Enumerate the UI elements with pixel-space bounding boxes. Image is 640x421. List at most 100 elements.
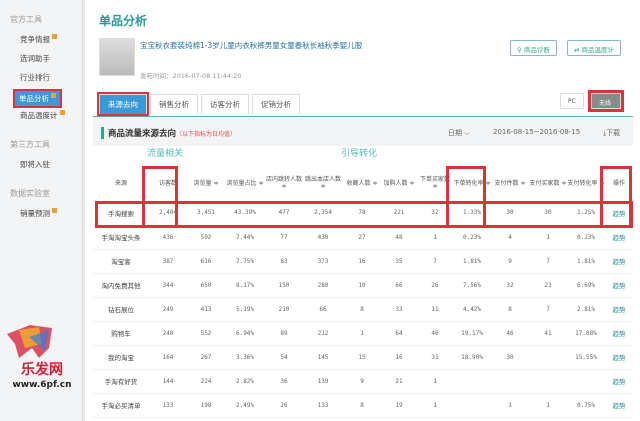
table-cell: 7.44%: [225, 225, 265, 250]
table-cell: 4: [491, 225, 529, 250]
table-cell: 26: [417, 273, 453, 298]
date-dropdown[interactable]: 日期 ⌵: [448, 129, 470, 137]
table-cell: 11: [417, 297, 453, 322]
table-row: 淘宝客 387 616 7.75% 83 373 16 35 7 1.81% 9 7 1.81% 趋势: [93, 249, 633, 274]
table-cell: 钻石展位: [93, 297, 149, 322]
table-cell: 7.75%: [225, 249, 265, 274]
sidebar-item[interactable]: 行业排行: [20, 72, 50, 83]
table-cell: 1: [417, 369, 453, 394]
table-cell: 650: [187, 273, 225, 298]
table-cell: 23: [529, 273, 567, 298]
column-header[interactable]: 跳出本店人数 ≑: [304, 176, 341, 190]
tab[interactable]: 访客分析: [201, 94, 249, 114]
product-thumbnail[interactable]: [99, 38, 135, 76]
table-cell: 0.23%: [567, 225, 605, 250]
sidebar-group: 数据实验室: [10, 189, 50, 198]
trend-link[interactable]: 趋势: [605, 369, 633, 394]
table-cell: 64: [381, 321, 417, 346]
table-cell: 344: [149, 273, 187, 298]
tab[interactable]: 来源去向: [97, 92, 149, 116]
new-badge-icon: [59, 110, 65, 115]
trend-link[interactable]: 趋势: [605, 273, 633, 298]
publish-time: 发布时间：2016-07-08 11:44:20: [140, 72, 242, 80]
table-cell: 5.19%: [225, 297, 265, 322]
trend-link[interactable]: 趋势: [605, 225, 633, 250]
table-row: 淘内免费其他 344 650 8.17% 150 280 10 66 26 7.56% 32 23 6.…: [93, 273, 633, 298]
main: 单品分析 宝宝秋衣套装纯棉1-3岁儿童内衣秋裤男童女童春秋长袖秋季婴儿服 发布时…: [85, 0, 640, 421]
table-cell: 15.55%: [567, 345, 605, 370]
column-header[interactable]: 浏览量占比 ≑: [226, 179, 264, 187]
table-cell: 436: [149, 225, 187, 250]
column-header[interactable]: 收藏人数 ≑: [346, 179, 378, 187]
table-cell: 16: [343, 249, 381, 274]
table-cell: 139: [303, 369, 343, 394]
table-cell: 1.25%: [567, 201, 605, 226]
table-cell: 1.81%: [453, 249, 491, 274]
table-row: 手淘必买清单 133 198 2.49% 26 133 8 19 1 1 1 0.75% 趋势: [93, 393, 633, 418]
column-header[interactable]: 浏览量 ≑: [193, 179, 219, 187]
column-header[interactable]: 支付件数 ≑: [494, 179, 526, 187]
column-header[interactable]: 下单转化率 ≑: [453, 179, 491, 187]
table-cell: 30: [529, 201, 567, 226]
table-cell: 7: [417, 249, 453, 274]
table-cell: 32: [417, 201, 453, 226]
product-name[interactable]: 宝宝秋衣套装纯棉1-3岁儿童内衣秋裤男童女童春秋长袖秋季婴儿服: [140, 41, 363, 50]
table-cell: 0.23%: [453, 225, 491, 250]
trend-link[interactable]: 趋势: [605, 393, 633, 418]
table-cell: 387: [149, 249, 187, 274]
table-cell: 31: [417, 345, 453, 370]
table-cell: 1: [417, 225, 453, 250]
tab[interactable]: 促销分析: [252, 94, 300, 114]
product-diagnosis-button[interactable]: ⚲ 商品诊断: [510, 40, 557, 56]
trend-link[interactable]: 趋势: [605, 249, 633, 274]
table-cell: 2,354: [303, 201, 343, 226]
section-header: 商品流量来源去向（以下指标为日均值） 日期 ⌵ 2016-08-15~2016-…: [93, 116, 633, 146]
group-traffic: 流量相关: [147, 149, 184, 159]
table-cell: 2.81%: [567, 297, 605, 322]
product-thermometer-button[interactable]: ⇄ 商品温度计: [567, 40, 622, 56]
table-cell: 3.36%: [225, 345, 265, 370]
trend-link[interactable]: 趋势: [605, 345, 633, 370]
table-cell: 477: [265, 201, 303, 226]
search-icon: ⚲: [517, 46, 524, 54]
table-row: 购物车 240 552 6.94% 89 212 1 64 46 19.17% 46 41 17.08%…: [93, 321, 633, 346]
table-cell: 1.33%: [453, 201, 491, 226]
table-cell: 221: [381, 201, 417, 226]
device-wireless-button[interactable]: 无线: [588, 90, 624, 112]
watermark-url: www.6pf.cn: [12, 380, 71, 390]
sidebar-item[interactable]: 销量预测: [20, 208, 57, 219]
table-cell: 280: [303, 273, 343, 298]
table-cell: 616: [187, 249, 225, 274]
table-cell: 1: [491, 393, 529, 418]
table-cell: 224: [187, 369, 225, 394]
trend-link[interactable]: 趋势: [605, 321, 633, 346]
sidebar-item[interactable]: 即将入驻: [20, 159, 50, 170]
column-header: 访客数: [158, 179, 177, 187]
table-cell: 48: [381, 225, 417, 250]
table-cell: 83: [265, 249, 303, 274]
column-header[interactable]: 加购人数 ≑: [383, 179, 415, 187]
table-cell: 43.39%: [225, 201, 265, 226]
device-pc-button[interactable]: PC: [560, 93, 584, 109]
table-cell: 133: [149, 393, 187, 418]
trend-link[interactable]: 趋势: [605, 297, 633, 322]
table-row: 手淘搜索 2,404 3,451 43.39% 477 2,354 78 221 32 1.33%…: [93, 201, 633, 226]
trend-link[interactable]: 趋势: [605, 201, 633, 226]
download-button[interactable]: ⤓下载: [603, 129, 621, 137]
column-header[interactable]: 支付转化率 ≑: [567, 179, 605, 187]
column-header[interactable]: 支付买家数 ≑: [529, 179, 567, 187]
sidebar-item[interactable]: 竞争情报: [20, 34, 57, 45]
column-header[interactable]: 店内跳转人数 ≑: [265, 176, 302, 190]
column-header[interactable]: 下单买家数 ≑: [419, 176, 450, 190]
sidebar-group: 官方工具: [10, 15, 42, 24]
table-cell: 430: [303, 225, 343, 250]
table-cell: 7.56%: [453, 273, 491, 298]
tab[interactable]: 销售分析: [150, 94, 198, 114]
table-cell: 购物车: [93, 321, 149, 346]
date-range[interactable]: 2016-08-15~2016-08-15: [493, 128, 581, 136]
sidebar-item[interactable]: 选词助手: [20, 53, 50, 64]
sidebar-item[interactable]: 商品温度计: [20, 110, 65, 121]
sidebar-item[interactable]: 单品分析: [13, 89, 62, 108]
table-cell: 77: [265, 225, 303, 250]
table-cell: 淘内免费其他: [93, 273, 149, 298]
